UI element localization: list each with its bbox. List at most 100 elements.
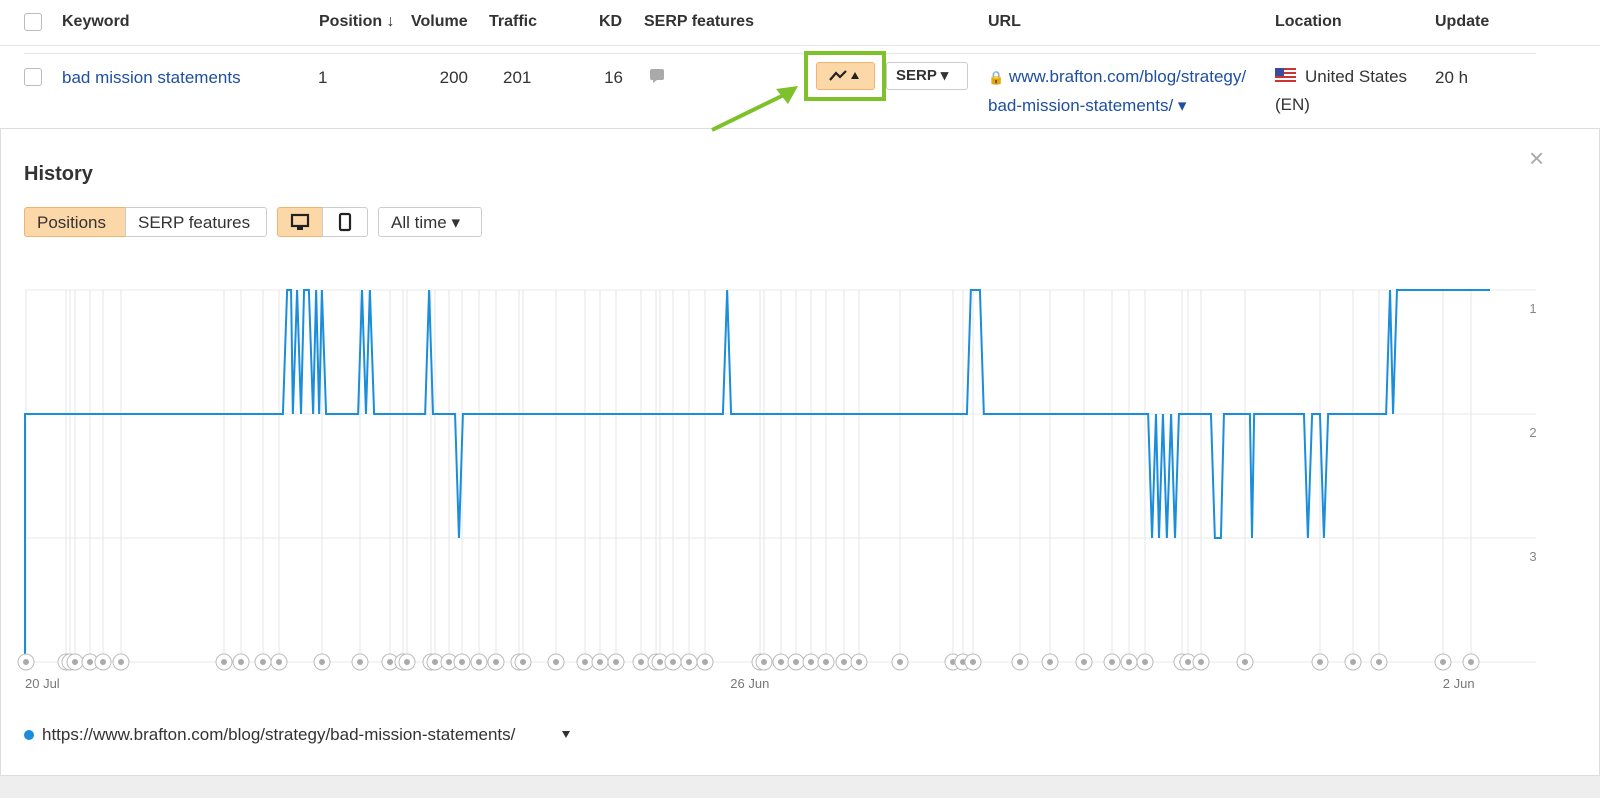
event-dot <box>221 659 227 665</box>
header[interactable]: Keyword <box>62 13 130 30</box>
event-dot <box>1047 659 1053 665</box>
legend-caret <box>562 731 570 738</box>
event-dot <box>72 659 78 665</box>
mobile-button[interactable] <box>322 207 368 237</box>
event-dot <box>686 659 692 665</box>
event-dot <box>520 659 526 665</box>
event-dot <box>808 659 814 665</box>
url-text[interactable]: www.brafton.com/blog/strategy/bad-missio… <box>988 67 1247 115</box>
header[interactable]: Volume <box>411 13 468 30</box>
event-dot <box>823 659 829 665</box>
highlight <box>804 51 886 101</box>
history-title: History <box>24 163 93 185</box>
range-select[interactable]: All time ▾ <box>378 207 482 237</box>
legend-dot <box>24 730 34 740</box>
footer-strip <box>0 776 1600 798</box>
x-tick-label: 2 Jun <box>1443 676 1475 691</box>
event-dot <box>1109 659 1115 665</box>
header[interactable]: KD <box>599 13 623 30</box>
header: URL <box>988 13 1021 30</box>
event-dot <box>1081 659 1087 665</box>
event-dot <box>1317 659 1323 665</box>
event-dot <box>1468 659 1474 665</box>
event-dot <box>553 659 559 665</box>
event-dot <box>1242 659 1248 665</box>
event-dot <box>432 659 438 665</box>
event-dot <box>613 659 619 665</box>
tab[interactable]: Positions <box>24 207 126 237</box>
range-label: All time <box>391 213 447 232</box>
event-dot <box>897 659 903 665</box>
x-tick-label: 26 Jun <box>730 676 769 691</box>
header[interactable]: Traffic <box>489 13 538 30</box>
keyword[interactable]: bad mission statements <box>62 68 241 87</box>
event-dot <box>446 659 452 665</box>
arrowhead <box>776 86 798 104</box>
checkbox[interactable] <box>24 13 42 31</box>
event-dot <box>702 659 708 665</box>
event-dot <box>1142 659 1148 665</box>
close[interactable]: × <box>1529 143 1545 173</box>
event-dot <box>319 659 325 665</box>
serp-icon <box>650 69 664 83</box>
keyword-table: Keyword Position ↓ Volume Traffic KD SER… <box>0 0 1600 128</box>
event-dot <box>582 659 588 665</box>
url[interactable]: 🔒 www.brafton.com/blog/strategy/bad-miss… <box>988 67 1247 115</box>
event-dot <box>597 659 603 665</box>
serp-button[interactable]: SERP ▾ <box>886 62 968 90</box>
location: United States (EN) <box>1275 67 1408 114</box>
legend-label: https://www.brafton.com/blog/strategy/ba… <box>42 725 516 744</box>
y-tick-label: 3 <box>1529 549 1536 564</box>
event-dot <box>778 659 784 665</box>
event-dot <box>841 659 847 665</box>
tab[interactable]: SERP features <box>125 207 267 237</box>
event-dot <box>638 659 644 665</box>
event-dot <box>1440 659 1446 665</box>
event-dot <box>761 659 767 665</box>
kd: 16 <box>604 68 623 87</box>
event-dot <box>657 659 663 665</box>
event-dot <box>1017 659 1023 665</box>
event-dot <box>118 659 124 665</box>
event-dot <box>1126 659 1132 665</box>
event-dot <box>459 659 465 665</box>
divider <box>24 53 1536 54</box>
header[interactable]: Position ↓ <box>319 13 395 30</box>
x-tick-label: 20 Jul <box>25 676 60 691</box>
desktop-button[interactable] <box>277 207 323 237</box>
event-dot <box>670 659 676 665</box>
event-dot <box>387 659 393 665</box>
header: SERP features <box>644 13 754 30</box>
event-dot <box>100 659 106 665</box>
event-dot <box>856 659 862 665</box>
event-dot <box>1198 659 1204 665</box>
y-tick-label: 1 <box>1529 301 1536 316</box>
mobile-icon <box>338 212 352 232</box>
flag <box>1275 68 1296 83</box>
event-dot <box>238 659 244 665</box>
event-dot <box>476 659 482 665</box>
arrow <box>711 90 791 132</box>
event-dot <box>950 659 956 665</box>
desktop-icon <box>290 213 310 230</box>
update: 20 h <box>1435 68 1469 87</box>
history-button[interactable] <box>816 62 875 90</box>
y-tick-label: 2 <box>1529 425 1536 440</box>
event-dot <box>276 659 282 665</box>
volume: 200 <box>439 68 468 87</box>
event-dot <box>493 659 499 665</box>
event-dot <box>970 659 976 665</box>
chart-icon <box>829 70 859 81</box>
event-dot <box>1185 659 1191 665</box>
position-line <box>24 289 1490 662</box>
traffic: 201 <box>503 68 532 87</box>
header: Location <box>1275 13 1342 30</box>
header[interactable]: Update <box>1435 13 1490 30</box>
event-dot <box>23 659 29 665</box>
serp-label: SERP <box>896 67 937 84</box>
divider <box>0 45 1600 46</box>
event-dot <box>357 659 363 665</box>
checkbox[interactable] <box>24 68 42 86</box>
